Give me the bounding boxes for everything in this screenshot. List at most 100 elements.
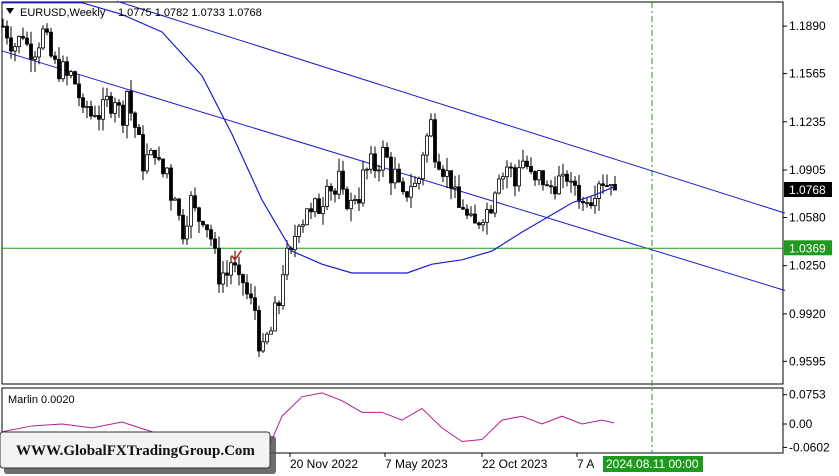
- candle-body: [153, 149, 157, 159]
- candle-body: [273, 302, 277, 332]
- candle-body: [389, 156, 393, 184]
- candle-body: [249, 293, 253, 299]
- candle-body: [349, 199, 353, 210]
- candle-body: [261, 341, 265, 352]
- candle-body: [465, 208, 469, 216]
- candle-body: [33, 56, 37, 60]
- candle-body: [333, 190, 337, 195]
- candle-body: [397, 168, 401, 183]
- candle-body: [65, 61, 69, 76]
- time-tick-label: 22 Oct 2023: [482, 457, 548, 471]
- candle-body: [105, 95, 109, 101]
- price-tick-label: 1.0250: [789, 259, 826, 273]
- candle-body: [269, 330, 273, 335]
- main-panel-frame: [1, 1, 784, 385]
- candle-body: [377, 169, 381, 172]
- candle-body: [101, 99, 105, 120]
- collapse-triangle-icon[interactable]: [6, 8, 14, 14]
- candle-body: [117, 102, 121, 106]
- candle-body: [525, 160, 529, 167]
- candle-body: [357, 199, 361, 204]
- candle-body: [77, 83, 81, 99]
- candle-body: [237, 264, 241, 276]
- candle-body: [393, 168, 397, 184]
- candle-body: [489, 209, 493, 214]
- candle-body: [541, 170, 545, 186]
- candle-body: [121, 104, 125, 126]
- candle-body: [281, 274, 285, 307]
- candle-body: [421, 154, 425, 180]
- candle-body: [417, 178, 421, 184]
- trend-lines: [1, 0, 786, 291]
- candle-body: [197, 207, 201, 222]
- candle-body: [605, 185, 609, 187]
- price-tick-label: 1.0905: [789, 163, 826, 177]
- candle-body: [265, 333, 269, 343]
- price-tick-label: 1.0580: [789, 210, 826, 224]
- support-level-label: 1.0369: [789, 241, 826, 255]
- candle-body: [189, 195, 193, 227]
- candle-body: [45, 28, 49, 33]
- candle-body: [305, 208, 309, 226]
- marlin-line: [1, 392, 615, 452]
- candle-body: [425, 135, 429, 156]
- candle-body: [401, 181, 405, 193]
- candle-body: [241, 274, 245, 284]
- candle-body: [161, 158, 165, 175]
- candle-body: [545, 184, 549, 187]
- candle-body: [437, 161, 441, 170]
- candle-body: [229, 262, 233, 276]
- watermark: WWW.GlobalFXTradingGroup.Com: [0, 431, 276, 474]
- candle-body: [385, 147, 389, 158]
- candle-body: [485, 209, 489, 223]
- candle-body: [345, 188, 349, 210]
- candle-body: [277, 302, 281, 307]
- candle-body: [353, 199, 357, 201]
- candle-body: [165, 167, 169, 175]
- candle-body: [585, 202, 589, 205]
- channel-upper-line: [116, 0, 786, 214]
- price-tick-label: 0.9920: [789, 307, 826, 321]
- candle-body: [257, 310, 261, 352]
- candle-body: [601, 183, 605, 186]
- candle-body: [177, 198, 181, 216]
- price-tick-label: 0.9595: [789, 354, 826, 368]
- candle-body: [297, 225, 301, 237]
- marlin-panel-frame: [1, 387, 784, 454]
- candle-body: [553, 186, 557, 195]
- candle-body: [225, 272, 229, 276]
- candle-body: [221, 272, 225, 285]
- candle-body: [533, 171, 537, 181]
- candle-body: [145, 154, 149, 172]
- candle-body: [329, 185, 333, 192]
- candle-body: [573, 180, 577, 186]
- candle-body: [61, 61, 65, 80]
- candle-body: [129, 91, 133, 114]
- price-tick-label: 1.1890: [789, 19, 826, 33]
- chart-ohlc: 1.0775 1.0782 1.0733 1.0768: [118, 7, 262, 19]
- candle-body: [201, 220, 205, 226]
- candle-body: [449, 170, 453, 189]
- candle-body: [5, 25, 9, 39]
- candle-body: [521, 160, 525, 169]
- candle-body: [497, 178, 501, 194]
- marlin-label: Marlin 0.0020: [8, 394, 75, 406]
- candle-body: [285, 247, 289, 276]
- candle-body: [405, 191, 409, 198]
- candle-body: [25, 37, 29, 45]
- candle-body: [137, 127, 141, 135]
- time-cursor-tag: 2024.08.11 00:00: [603, 456, 703, 472]
- candles: [1, 18, 617, 358]
- candle-body: [321, 206, 325, 214]
- candle-body: [461, 207, 465, 210]
- candle-body: [309, 208, 313, 213]
- candle-body: [569, 180, 573, 183]
- candle-body: [441, 168, 445, 177]
- marlin-tick-label: 0.00: [789, 417, 813, 431]
- candle-body: [445, 170, 449, 177]
- candle-body: [509, 166, 513, 169]
- candle-body: [433, 119, 437, 163]
- candle-body: [173, 198, 177, 201]
- candle-body: [9, 37, 13, 52]
- candle-body: [337, 170, 341, 195]
